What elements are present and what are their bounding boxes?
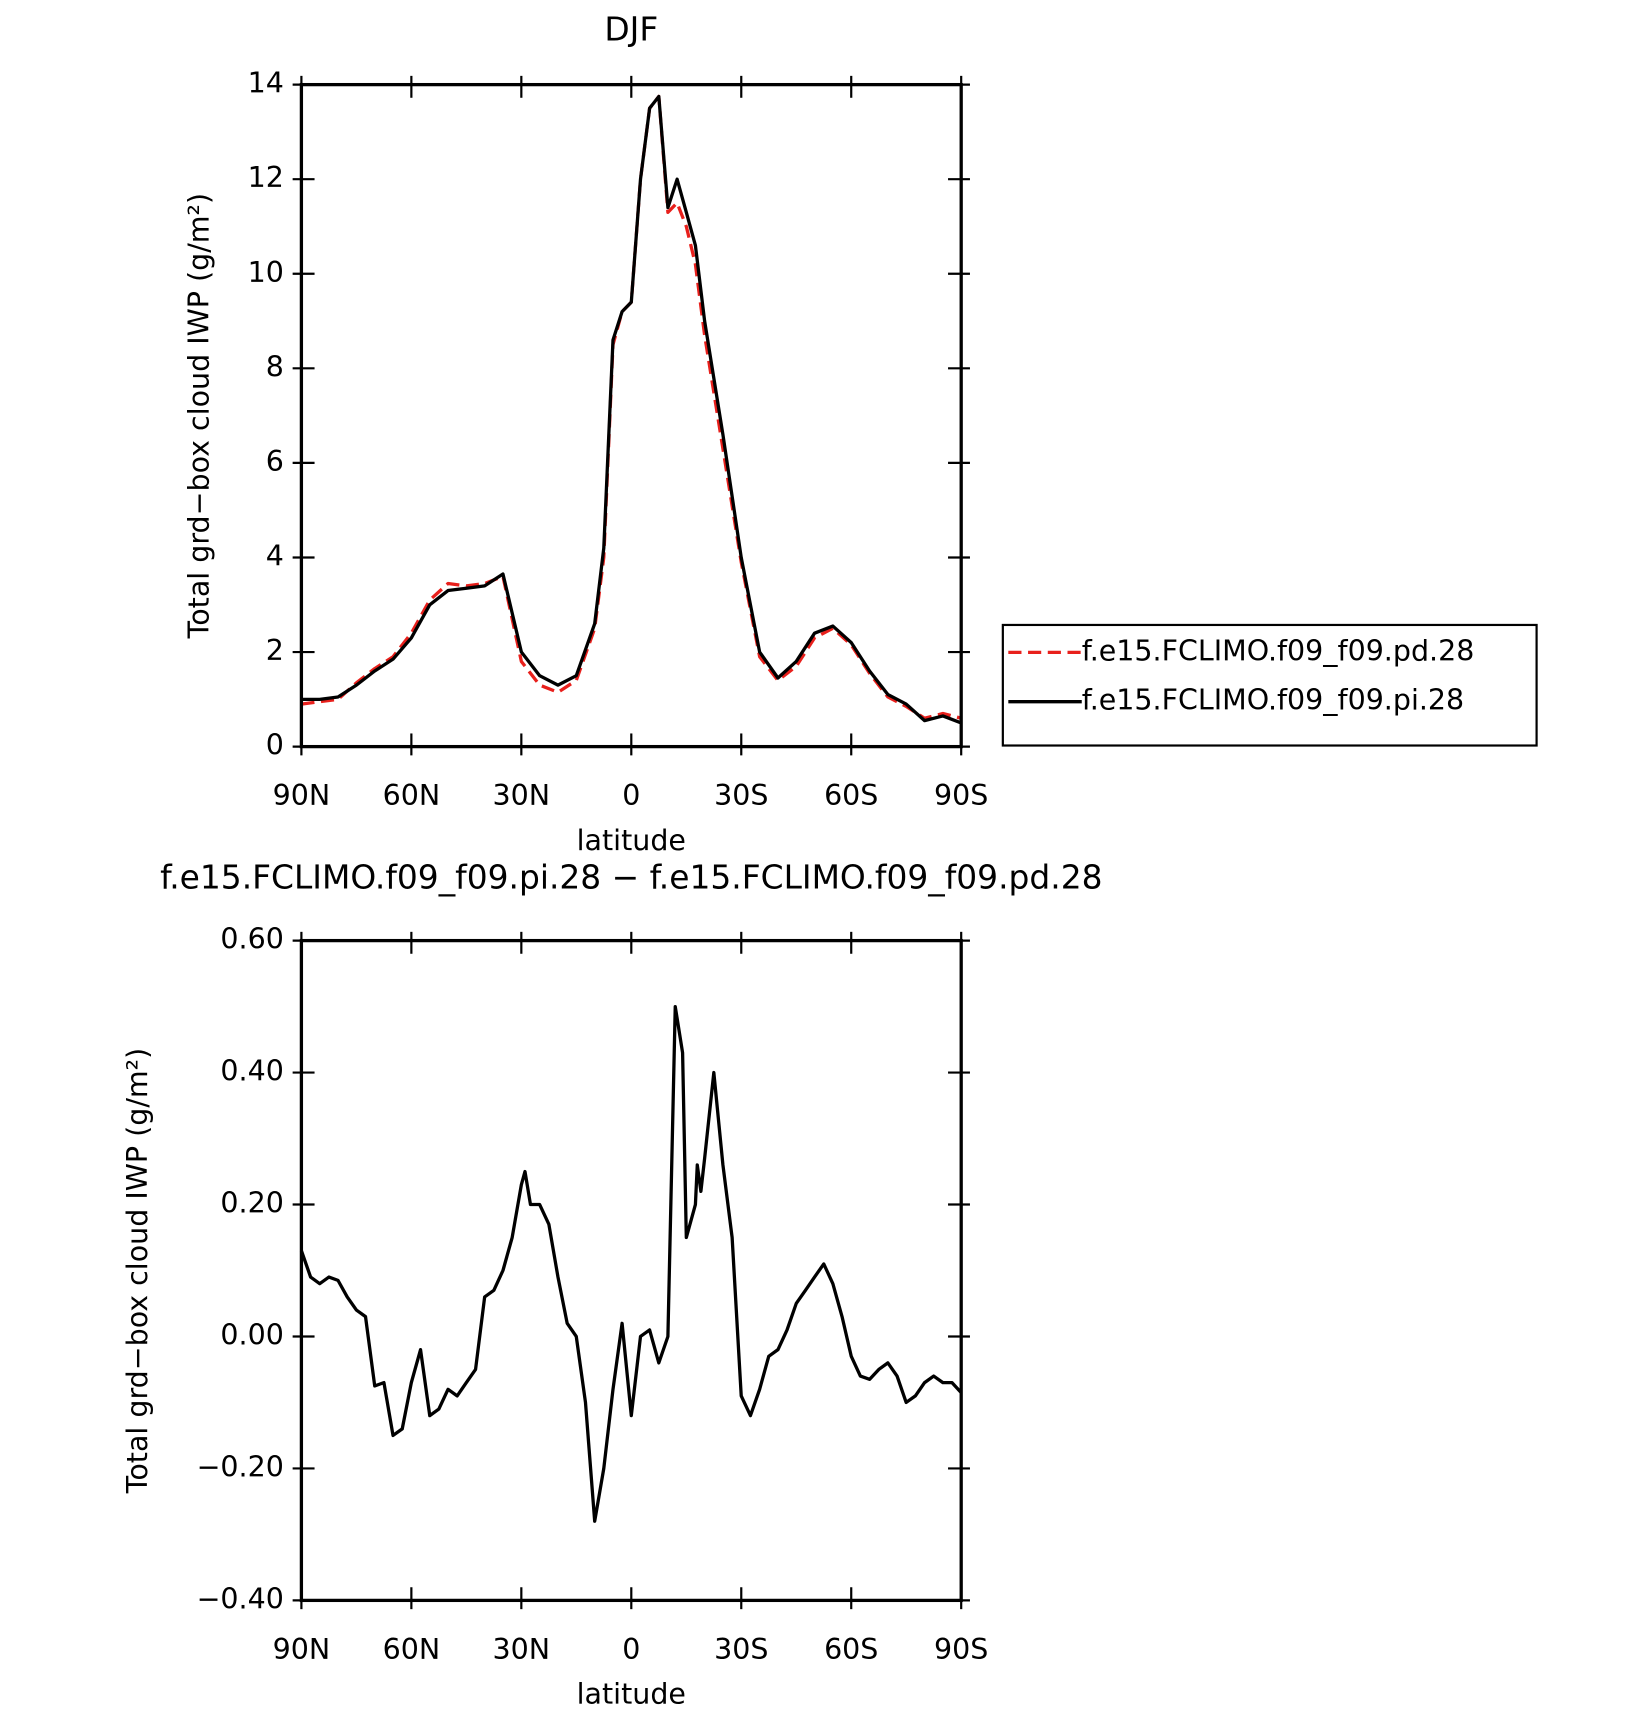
y-tick-label: 10	[248, 256, 284, 289]
x-tick-label: 60S	[824, 779, 878, 812]
chart-title: f.e15.FCLIMO.f09_f09.pi.28 − f.e15.FCLIM…	[160, 858, 1102, 897]
y-axis-label: Total grd−box cloud IWP (g/m²)	[183, 193, 216, 639]
y-tick-label: −0.40	[197, 1582, 284, 1615]
y-tick-label: 0.60	[220, 923, 283, 956]
x-tick-label: 90N	[273, 1633, 331, 1666]
legend-label: f.e15.FCLIMO.f09_f09.pd.28	[1082, 634, 1475, 667]
x-tick-label: 30S	[714, 1633, 768, 1666]
x-tick-label: 0	[622, 1633, 640, 1666]
data-line	[299, 1004, 963, 1523]
y-tick-label: 14	[248, 67, 284, 100]
y-tick-label: 0.20	[220, 1187, 283, 1220]
x-tick-label: 30S	[714, 779, 768, 812]
plot-frame	[299, 82, 963, 749]
x-axis-label: latitude	[577, 1678, 686, 1711]
legend-box	[1001, 623, 1538, 747]
legend-label: f.e15.FCLIMO.f09_f09.pi.28	[1082, 684, 1464, 717]
chart-title: DJF	[604, 9, 658, 48]
y-tick-label: 12	[248, 161, 284, 194]
y-tick-label: −0.20	[197, 1450, 284, 1483]
y-tick-label: 2	[266, 634, 284, 667]
x-tick-label: 60N	[383, 1633, 441, 1666]
x-tick-label: 60N	[383, 779, 441, 812]
data-line	[301, 94, 962, 725]
y-tick-label: 8	[266, 350, 284, 383]
x-tick-label: 90S	[934, 779, 988, 812]
plot-frame	[299, 938, 963, 1603]
y-tick-label: 4	[266, 539, 284, 572]
data-line	[301, 94, 962, 720]
x-tick-label: 30N	[493, 779, 551, 812]
x-tick-label: 30N	[493, 1633, 551, 1666]
y-tick-label: 0.40	[220, 1055, 283, 1088]
y-tick-label: 6	[266, 445, 284, 478]
y-axis-label: Total grd−box cloud IWP (g/m²)	[121, 1048, 154, 1494]
x-tick-label: 90S	[934, 1633, 988, 1666]
x-axis-label: latitude	[577, 824, 686, 857]
y-tick-label: 0	[266, 729, 284, 762]
x-tick-label: 0	[622, 779, 640, 812]
x-tick-label: 90N	[273, 779, 331, 812]
y-tick-label: 0.00	[220, 1318, 283, 1351]
x-tick-label: 60S	[824, 1633, 878, 1666]
